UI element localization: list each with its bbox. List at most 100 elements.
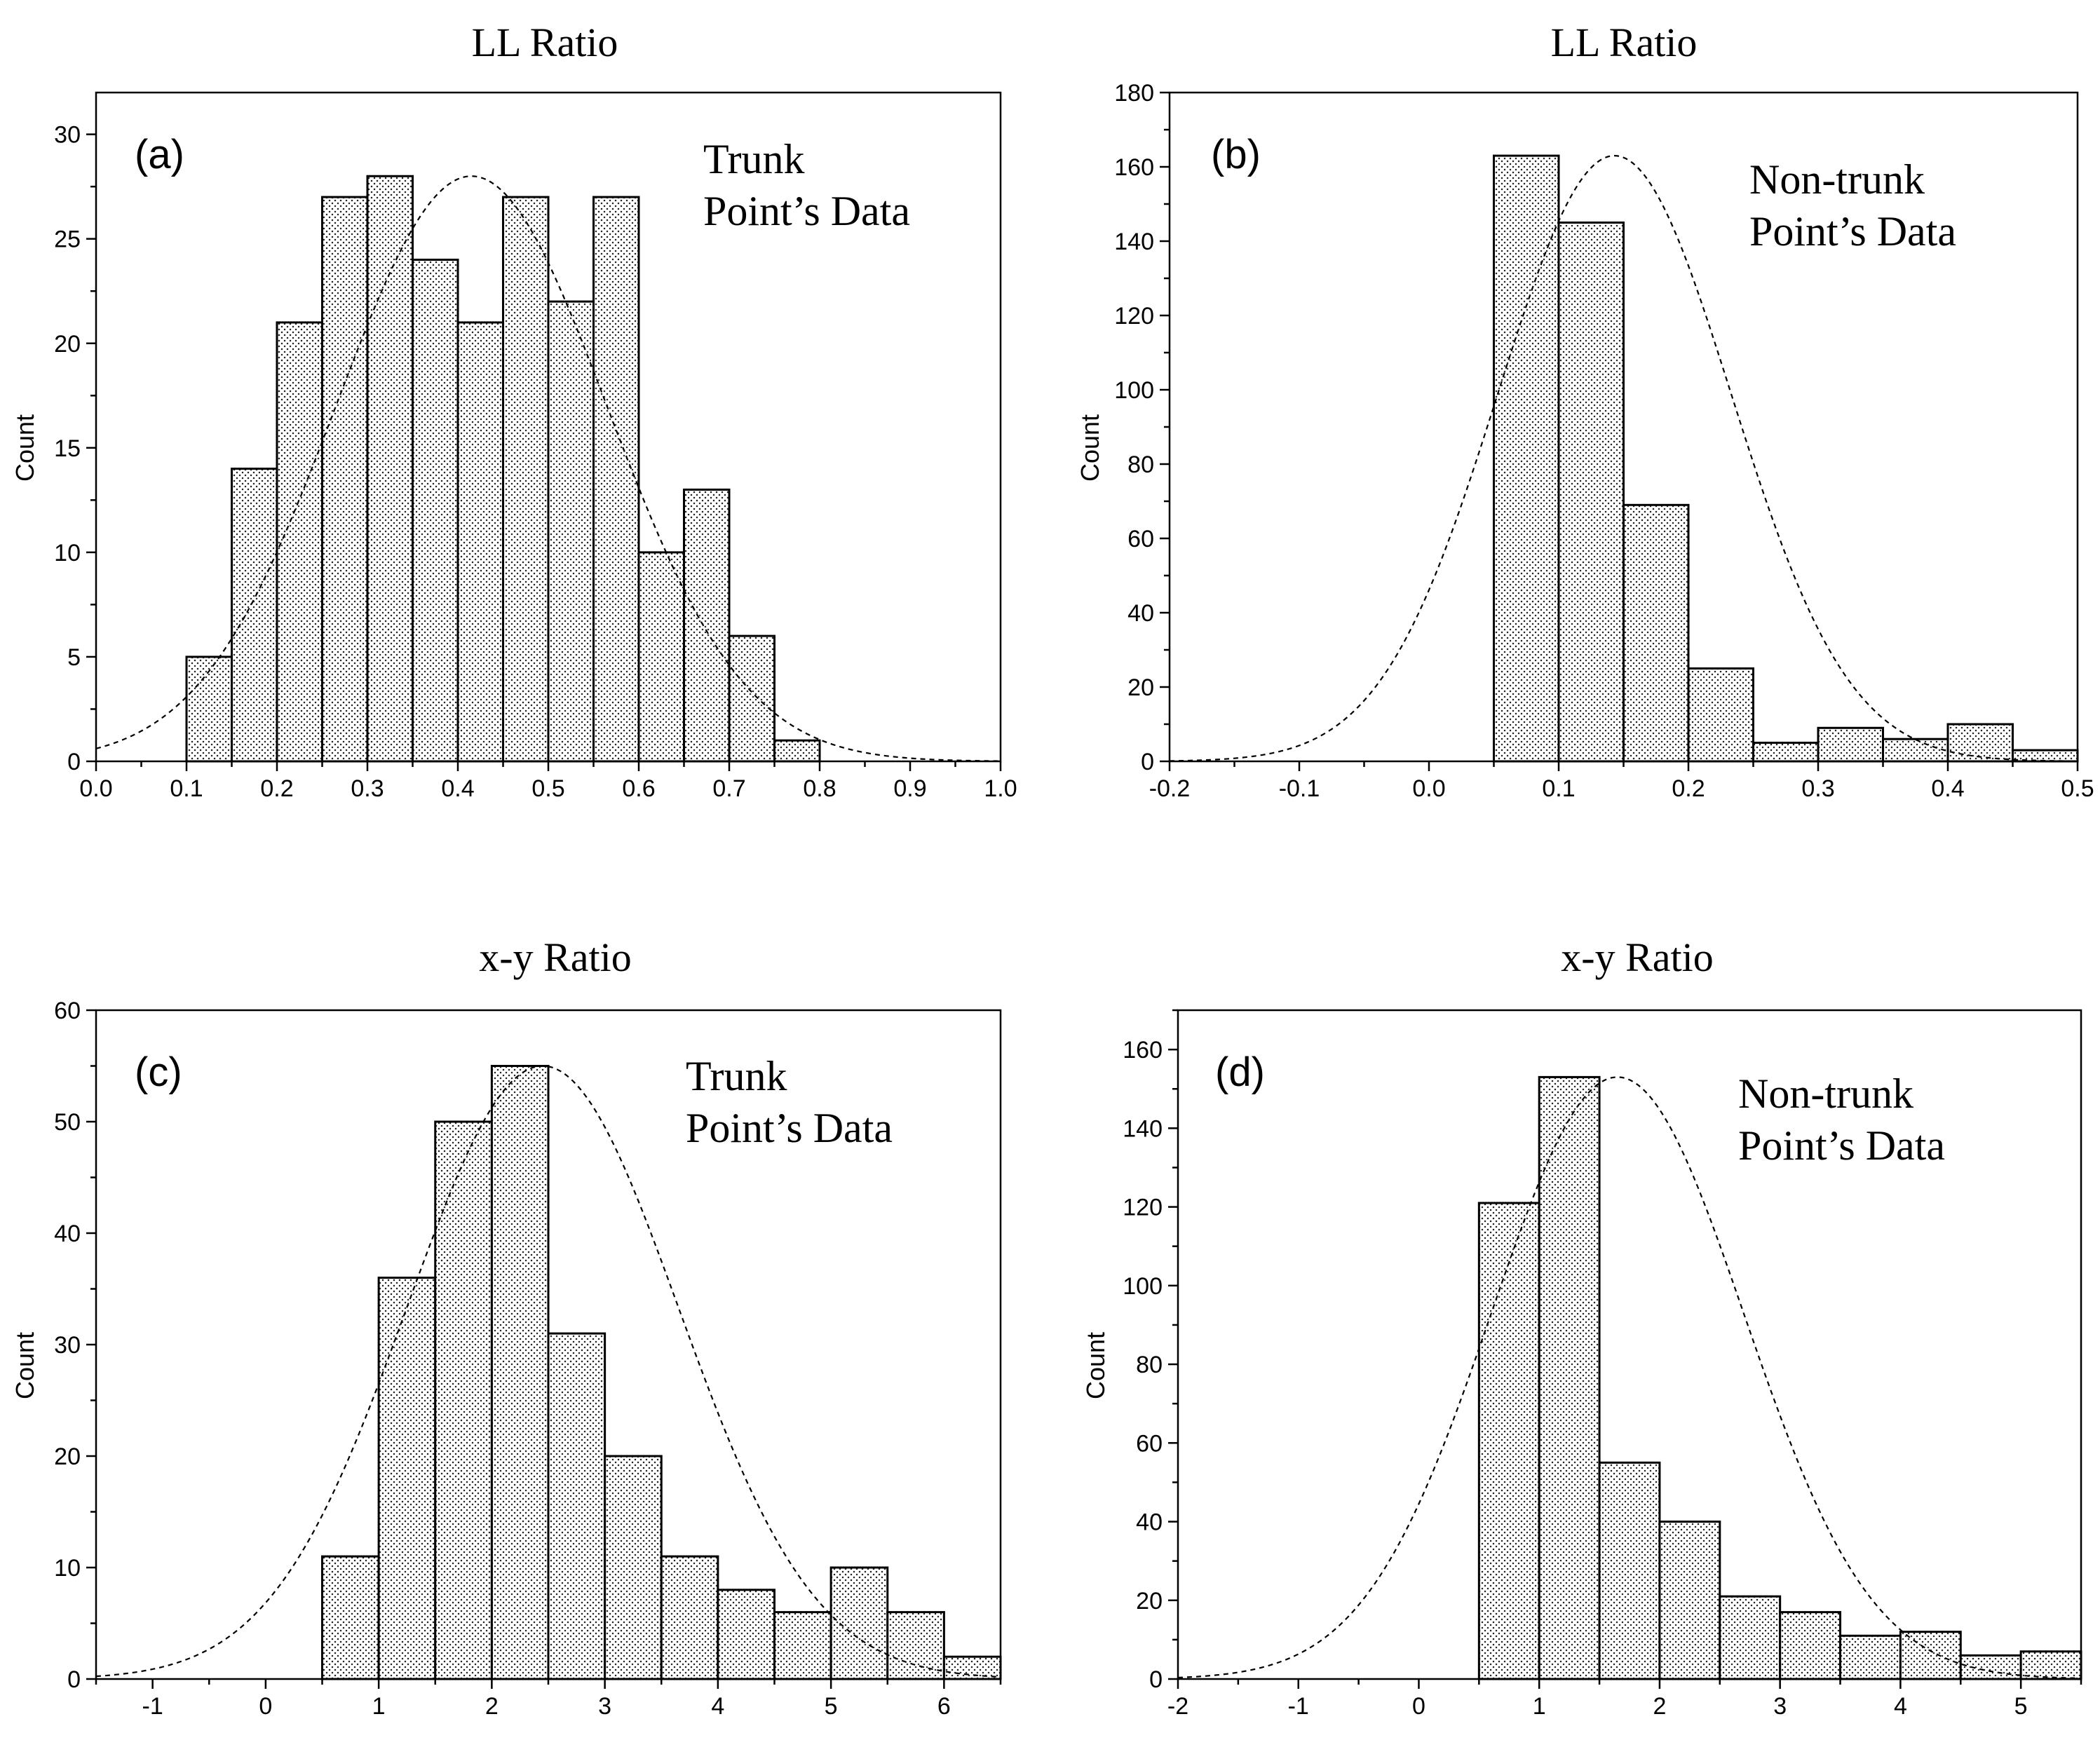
x-tick-label: 0.3 — [351, 775, 384, 802]
y-axis-label: Count — [1081, 1332, 1110, 1399]
histogram-bar — [886, 1611, 945, 1680]
x-tick-label: -1 — [142, 1693, 163, 1720]
histogram-bar — [717, 1589, 775, 1680]
histogram-bar — [683, 488, 731, 763]
x-tick-label: 0.1 — [170, 775, 203, 802]
y-tick-label: 160 — [1123, 1037, 1163, 1063]
histogram-bar — [1752, 742, 1820, 763]
y-tick-label: 140 — [1114, 229, 1154, 255]
histogram-bar — [728, 634, 775, 763]
chart-title: LL Ratio — [472, 20, 618, 65]
chart-title: x-y Ratio — [1561, 934, 1713, 980]
x-tick-label: 0.4 — [1931, 775, 1964, 802]
y-axis-label: Count — [1076, 414, 1104, 482]
y-tick-label: 60 — [1136, 1430, 1163, 1457]
x-tick-label: 0.6 — [622, 775, 655, 802]
histogram-bar — [1946, 723, 2014, 763]
x-tick-label: 1 — [372, 1693, 386, 1720]
y-tick-label: 60 — [1127, 526, 1154, 552]
histogram-bar — [1882, 738, 1949, 763]
histogram-bar — [1538, 1075, 1601, 1680]
histogram-bar — [773, 1611, 832, 1680]
histogram-bar — [592, 196, 640, 763]
annotation-line: Point’s Data — [1738, 1122, 1945, 1169]
histogram-bar — [547, 300, 595, 763]
histogram-bar — [637, 551, 685, 763]
x-tick-label: 0.5 — [2061, 775, 2094, 802]
y-tick-label: 100 — [1123, 1273, 1163, 1300]
y-axis-label: Count — [11, 1332, 39, 1399]
y-tick-label: 20 — [1127, 674, 1154, 701]
y-tick-label: 100 — [1114, 377, 1154, 404]
normal-fit-curve — [95, 1065, 1001, 1678]
histogram-bar — [1779, 1611, 1842, 1680]
x-tick-label: 0.7 — [712, 775, 745, 802]
histogram-bar — [1817, 726, 1884, 763]
x-tick-label: 4 — [1894, 1693, 1907, 1720]
x-tick-label: 0.2 — [1672, 775, 1705, 802]
x-tick-label: 0 — [1412, 1693, 1425, 1720]
chart-panel-d: x-y Ratio -2 -1 0 1 2 3 4 5 0 20 40 60 80 100 120 140 160… — [1081, 934, 2082, 1720]
x-tick-label: 2 — [1653, 1693, 1666, 1720]
y-axis-label: Count — [11, 414, 39, 482]
y-tick-label: 30 — [54, 1332, 81, 1359]
annotation-line: Trunk — [686, 1053, 787, 1099]
histogram-bar — [490, 1065, 550, 1680]
histogram-bar — [276, 321, 323, 763]
x-tick-label: 0.1 — [1542, 775, 1575, 802]
y-tick-label: 30 — [54, 122, 81, 149]
y-tick-label: 80 — [1127, 451, 1154, 478]
annotation-line: Non-trunk — [1738, 1070, 1913, 1117]
histogram-bar — [456, 321, 504, 763]
y-tick-label: 120 — [1114, 303, 1154, 329]
y-tick-label: 5 — [67, 644, 81, 671]
annotation-line: Point’s Data — [703, 188, 910, 234]
annotation-line: Trunk — [703, 136, 805, 182]
y-tick-label: 50 — [54, 1109, 81, 1136]
histogram-bar — [1959, 1654, 2022, 1680]
x-tick-label: 4 — [711, 1693, 724, 1720]
x-tick-label: 0.4 — [441, 775, 474, 802]
histogram-bar — [321, 1555, 380, 1680]
histogram-bar — [1839, 1634, 1902, 1680]
x-tick-label: 0.8 — [803, 775, 836, 802]
x-tick-label: 1 — [1533, 1693, 1546, 1720]
histogram-bar — [502, 196, 550, 763]
panel-label: (b) — [1211, 132, 1261, 177]
x-tick-label: -2 — [1167, 1693, 1188, 1720]
x-tick-label: 5 — [825, 1693, 838, 1720]
histogram-bar — [1598, 1461, 1661, 1680]
x-tick-label: 0.5 — [531, 775, 564, 802]
y-tick-label: 10 — [54, 540, 81, 566]
histogram-bar — [366, 175, 414, 763]
panel-label: (a) — [135, 132, 184, 177]
annotation-line: Non-trunk — [1749, 156, 1925, 203]
histogram-bar — [829, 1566, 889, 1680]
histogram-bar — [412, 259, 459, 763]
y-tick-label: 15 — [54, 435, 81, 462]
histogram-bar — [604, 1455, 663, 1680]
x-tick-label: -1 — [1288, 1693, 1309, 1720]
histogram-bar — [1557, 222, 1625, 763]
normal-fit-curve — [95, 175, 1001, 762]
histogram-bar — [942, 1655, 1002, 1680]
histogram-bar — [377, 1277, 437, 1680]
x-tick-label: 3 — [1773, 1693, 1787, 1720]
histogram-bar — [2019, 1650, 2082, 1680]
panel-label: (c) — [135, 1049, 182, 1095]
y-tick-label: 40 — [54, 1221, 81, 1247]
y-tick-label: 20 — [1136, 1588, 1163, 1615]
histogram-bar — [185, 655, 233, 763]
y-tick-label: 40 — [1127, 600, 1154, 627]
histogram-bar — [1477, 1202, 1540, 1680]
panel-label: (d) — [1215, 1049, 1265, 1095]
y-tick-label: 20 — [54, 1443, 81, 1470]
annotation-line: Point’s Data — [1749, 208, 1956, 254]
x-tick-label: 2 — [485, 1693, 499, 1720]
histogram-bar — [434, 1120, 493, 1680]
y-tick-label: 0 — [1141, 749, 1154, 775]
y-tick-label: 0 — [1149, 1666, 1163, 1693]
y-tick-label: 10 — [54, 1555, 81, 1582]
